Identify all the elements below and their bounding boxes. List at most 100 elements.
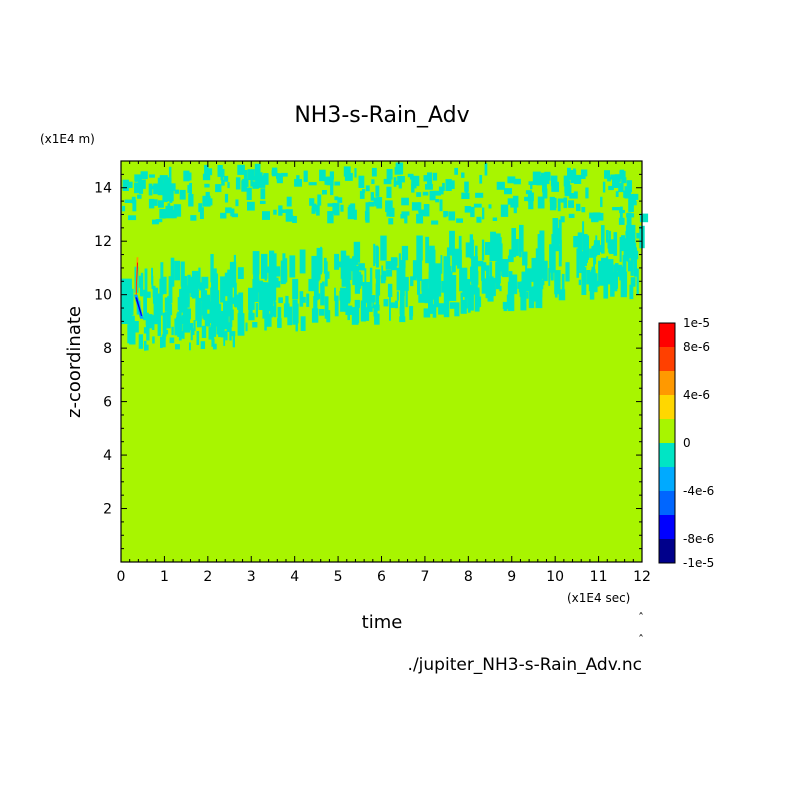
field-patch [563, 197, 568, 209]
field-patch [383, 299, 389, 307]
field-patch [365, 202, 370, 212]
field-patch [177, 316, 183, 331]
field-patch [448, 211, 456, 221]
field-patch [568, 200, 574, 208]
field-patch [200, 207, 204, 219]
field-patch [428, 276, 434, 284]
field-patch [465, 188, 468, 194]
field-patch [610, 174, 617, 180]
field-patch [353, 241, 361, 263]
field-patch [145, 312, 149, 326]
field-patch [405, 282, 408, 308]
field-patch [213, 322, 219, 327]
field-patch [550, 267, 554, 276]
field-patch [473, 256, 478, 265]
x-tick-label: 5 [334, 569, 343, 585]
field-patch [179, 289, 185, 304]
field-patch [511, 228, 516, 258]
field-patch [195, 298, 202, 321]
field-patch [412, 260, 417, 281]
field-patch [610, 275, 615, 297]
field-patch [345, 298, 349, 312]
field-patch [416, 213, 424, 224]
field-patch [204, 183, 210, 188]
field-patch [169, 303, 173, 316]
field-patch [174, 189, 179, 194]
y-tick-label: 4 [103, 448, 112, 464]
field-patch [428, 298, 434, 314]
field-patch [334, 287, 336, 301]
x-tick-label: 9 [507, 569, 516, 585]
field-patch [593, 212, 601, 218]
field-patch [152, 336, 155, 344]
field-patch [542, 180, 547, 193]
field-patch [535, 284, 543, 309]
field-patch [432, 304, 437, 318]
field-patch [449, 302, 457, 309]
field-patch [557, 199, 561, 212]
field-patch [411, 179, 417, 189]
field-patch [394, 300, 398, 309]
field-patch [212, 343, 217, 350]
field-patch [134, 321, 139, 333]
field-patch [202, 312, 205, 319]
field-patch [171, 326, 174, 336]
field-patch [237, 164, 245, 175]
field-patch [395, 162, 404, 175]
field-patch [608, 230, 611, 253]
field-patch [354, 281, 360, 294]
field-patch [211, 273, 218, 302]
field-patch [294, 179, 302, 187]
field-patch [314, 293, 321, 300]
field-patch [125, 181, 133, 188]
field-patch [614, 263, 619, 272]
field-patch [531, 257, 537, 282]
field-patch [401, 197, 409, 206]
field-patch [358, 263, 365, 271]
field-patch [153, 199, 158, 206]
field-patch [209, 198, 213, 206]
field-patch [423, 175, 432, 182]
field-patch [193, 320, 196, 331]
field-patch [464, 279, 471, 299]
field-patch [546, 175, 550, 185]
field-patch [265, 313, 272, 327]
field-patch [237, 267, 244, 279]
field-patch [201, 290, 208, 316]
field-patch [536, 176, 543, 186]
field-patch [490, 231, 496, 261]
field-patch [628, 195, 637, 202]
field-patch [296, 175, 300, 183]
field-patch [334, 196, 339, 201]
field-patch [600, 196, 603, 208]
field-patch [278, 205, 283, 216]
field-patch [276, 266, 281, 277]
field-patch [364, 292, 368, 303]
field-patch [473, 203, 482, 208]
field-patch [522, 251, 528, 266]
field-patch [270, 308, 273, 318]
field-patch [374, 313, 380, 325]
field-patch [148, 183, 153, 196]
field-patch [362, 189, 366, 193]
field-patch [559, 239, 562, 261]
field-patch [220, 331, 226, 338]
field-patch [400, 279, 405, 296]
field-patch [220, 277, 225, 299]
field-patch [137, 194, 142, 199]
field-patch [324, 261, 328, 287]
colorbar-swatch [659, 443, 675, 467]
field-patch [389, 207, 395, 217]
field-patch [389, 294, 391, 321]
field-patch [218, 310, 225, 338]
field-patch [209, 301, 212, 324]
field-patch [309, 198, 315, 206]
field-patch [211, 339, 215, 347]
field-patch [283, 303, 290, 318]
field-patch [517, 281, 523, 289]
field-patch [577, 175, 586, 179]
field-patch [327, 203, 334, 207]
field-patch [155, 219, 163, 223]
field-patch [254, 163, 261, 176]
field-patch [144, 291, 151, 298]
